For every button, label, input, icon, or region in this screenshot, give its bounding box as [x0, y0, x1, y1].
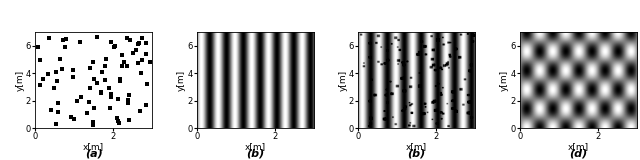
Point — [101, 57, 111, 60]
Point — [104, 87, 114, 90]
Point — [123, 102, 133, 104]
Point — [119, 61, 129, 63]
Point — [97, 71, 107, 73]
Point — [88, 124, 98, 127]
Point — [44, 37, 54, 39]
Point — [88, 123, 98, 126]
Point — [132, 43, 143, 46]
Point — [135, 110, 145, 112]
Point — [115, 80, 125, 82]
Point — [137, 59, 147, 61]
Point — [69, 117, 79, 120]
Point — [55, 58, 65, 61]
Point — [128, 52, 138, 54]
Point — [51, 71, 61, 74]
Point — [106, 40, 116, 43]
Y-axis label: y[m]: y[m] — [339, 69, 348, 91]
Point — [75, 41, 85, 43]
Point — [84, 101, 94, 103]
Point — [35, 84, 45, 87]
Y-axis label: y[m]: y[m] — [15, 69, 24, 91]
Y-axis label: y[m]: y[m] — [177, 69, 186, 91]
Point — [106, 92, 116, 95]
Point — [68, 68, 78, 71]
Point — [53, 111, 63, 113]
Point — [85, 67, 95, 69]
Y-axis label: y[m]: y[m] — [500, 69, 509, 91]
Point — [92, 82, 102, 85]
Point — [136, 71, 146, 74]
Point — [113, 98, 124, 100]
Point — [110, 44, 120, 47]
Point — [113, 119, 123, 122]
Point — [88, 61, 99, 63]
Point — [49, 87, 60, 89]
X-axis label: x[m]: x[m] — [406, 143, 428, 152]
Point — [76, 96, 86, 99]
Point — [58, 38, 68, 41]
Point — [131, 48, 141, 51]
Point — [124, 94, 134, 97]
Point — [53, 102, 63, 104]
Point — [72, 99, 82, 102]
Point — [115, 77, 125, 80]
Point — [60, 46, 70, 48]
Point — [122, 65, 132, 68]
Point — [125, 39, 135, 41]
Point — [124, 119, 134, 121]
Point — [46, 109, 56, 111]
Point — [145, 61, 155, 64]
Point — [99, 64, 109, 67]
Point — [51, 123, 61, 125]
Point — [52, 80, 63, 83]
Point — [43, 72, 53, 75]
Point — [114, 121, 124, 124]
Point — [35, 59, 45, 62]
Point — [122, 98, 132, 101]
Point — [141, 42, 152, 44]
Point — [88, 77, 99, 80]
Text: (b): (b) — [246, 148, 264, 158]
Point — [96, 91, 106, 94]
Point — [134, 41, 145, 44]
Point — [141, 52, 151, 55]
Point — [85, 87, 95, 89]
Point — [141, 104, 152, 107]
Point — [99, 79, 109, 81]
Point — [122, 36, 132, 39]
Point — [92, 36, 102, 38]
Text: (b): (b) — [408, 148, 426, 158]
Point — [109, 45, 119, 48]
Point — [112, 116, 122, 119]
Point — [68, 76, 78, 78]
X-axis label: x[m]: x[m] — [568, 143, 589, 152]
Point — [89, 107, 99, 109]
Point — [133, 62, 143, 64]
Text: (d): (d) — [569, 148, 588, 158]
Point — [61, 38, 72, 40]
Text: (a): (a) — [85, 148, 102, 158]
Point — [142, 83, 152, 86]
Point — [88, 120, 99, 123]
Point — [116, 65, 127, 67]
X-axis label: x[m]: x[m] — [244, 143, 266, 152]
Point — [33, 46, 44, 48]
X-axis label: x[m]: x[m] — [83, 143, 104, 152]
Point — [66, 115, 76, 118]
Point — [137, 37, 147, 40]
Point — [38, 77, 48, 80]
Point — [97, 91, 107, 94]
Point — [82, 112, 92, 115]
Point — [116, 54, 127, 56]
Point — [105, 107, 115, 110]
Point — [106, 96, 116, 99]
Point — [57, 68, 67, 71]
